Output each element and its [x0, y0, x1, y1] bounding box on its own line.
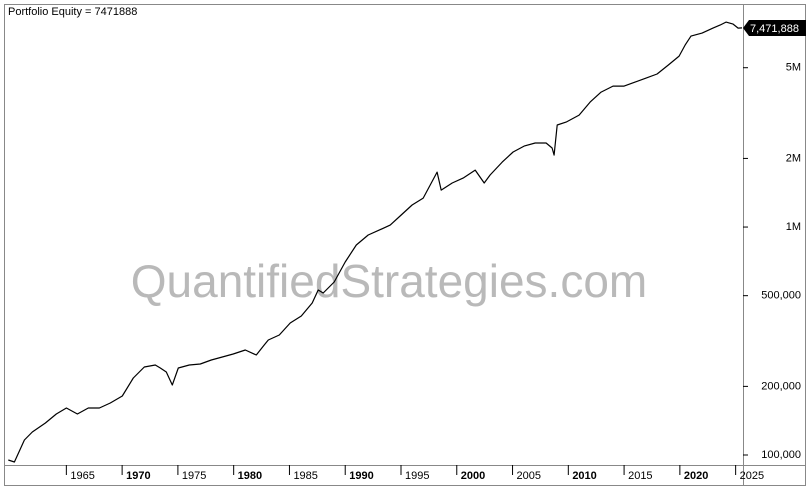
x-tick-label: 2015 [628, 470, 652, 482]
x-tick-label: 1980 [238, 470, 262, 482]
x-tick-label: 2025 [740, 470, 764, 482]
last-value-box [743, 19, 806, 36]
x-tick-label: 2000 [461, 470, 485, 482]
chart-frame [4, 4, 806, 486]
x-tick-label: 1965 [70, 470, 94, 482]
x-tick-label: 2020 [684, 470, 708, 482]
y-tick-label: 500,000 [761, 290, 801, 302]
y-tick-label: 200,000 [761, 380, 801, 392]
y-tick-label: 2M [786, 152, 801, 164]
x-tick-label: 2005 [517, 470, 541, 482]
last-value-label: 7,471,888 [750, 23, 799, 35]
equity-line [8, 21, 743, 463]
x-tick-label: 1970 [126, 470, 150, 482]
y-tick-label: 100,000 [761, 449, 801, 461]
x-tick-label: 2010 [572, 470, 596, 482]
watermark: QuantifiedStrategies.com [131, 255, 648, 307]
x-tick-label: 1995 [405, 470, 429, 482]
x-tick-label: 1985 [293, 470, 317, 482]
y-tick-label: 1M [786, 221, 801, 233]
chart-title: Portfolio Equity = 7471888 [8, 6, 137, 18]
y-tick-label: 5M [786, 62, 801, 74]
x-tick-label: 1990 [349, 470, 373, 482]
x-tick-label: 1975 [182, 470, 206, 482]
